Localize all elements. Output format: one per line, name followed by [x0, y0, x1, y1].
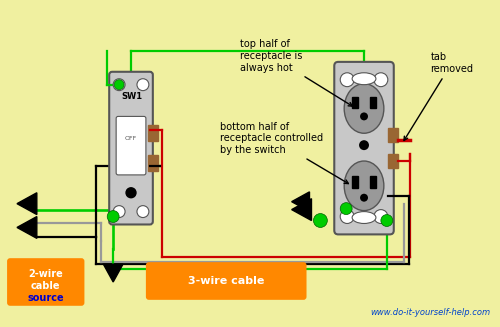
Circle shape	[360, 112, 368, 120]
Ellipse shape	[352, 212, 376, 223]
Bar	[370, 176, 376, 188]
Bar	[352, 96, 358, 109]
Circle shape	[107, 211, 119, 222]
Text: www.do-it-yourself-help.com: www.do-it-yourself-help.com	[370, 308, 490, 317]
Ellipse shape	[344, 84, 384, 133]
Text: tab
removed: tab removed	[404, 52, 473, 141]
Polygon shape	[292, 192, 310, 212]
Text: cable: cable	[31, 281, 60, 291]
Circle shape	[113, 206, 125, 217]
Bar	[148, 125, 158, 141]
Bar	[148, 155, 158, 171]
Text: SW1: SW1	[122, 92, 142, 101]
Polygon shape	[17, 193, 37, 215]
FancyBboxPatch shape	[334, 62, 394, 234]
FancyBboxPatch shape	[146, 262, 306, 300]
FancyBboxPatch shape	[116, 116, 146, 175]
Text: 2-wire: 2-wire	[28, 269, 63, 279]
Bar	[352, 176, 358, 188]
Circle shape	[137, 79, 149, 91]
Circle shape	[340, 203, 352, 215]
Ellipse shape	[344, 161, 384, 211]
FancyBboxPatch shape	[109, 72, 153, 224]
Bar	[388, 154, 398, 168]
Polygon shape	[17, 216, 37, 238]
Text: 3-wire cable: 3-wire cable	[188, 276, 264, 286]
Ellipse shape	[352, 73, 376, 85]
Circle shape	[359, 140, 369, 150]
Circle shape	[374, 210, 388, 223]
Circle shape	[137, 206, 149, 217]
Circle shape	[314, 214, 328, 228]
Circle shape	[340, 210, 354, 223]
Bar	[388, 128, 398, 142]
Polygon shape	[292, 199, 312, 220]
Circle shape	[113, 79, 125, 91]
Circle shape	[381, 215, 393, 227]
Text: OFF: OFF	[125, 136, 137, 141]
Bar	[370, 96, 376, 109]
Text: bottom half of
receptacle controlled
by the switch: bottom half of receptacle controlled by …	[220, 122, 348, 183]
Circle shape	[340, 73, 354, 87]
Circle shape	[374, 73, 388, 87]
Circle shape	[114, 80, 124, 90]
FancyBboxPatch shape	[7, 258, 84, 306]
Circle shape	[360, 194, 368, 202]
Circle shape	[126, 188, 136, 198]
Text: source: source	[28, 293, 64, 303]
Polygon shape	[104, 264, 123, 282]
Text: top half of
receptacle is
always hot: top half of receptacle is always hot	[240, 39, 352, 106]
